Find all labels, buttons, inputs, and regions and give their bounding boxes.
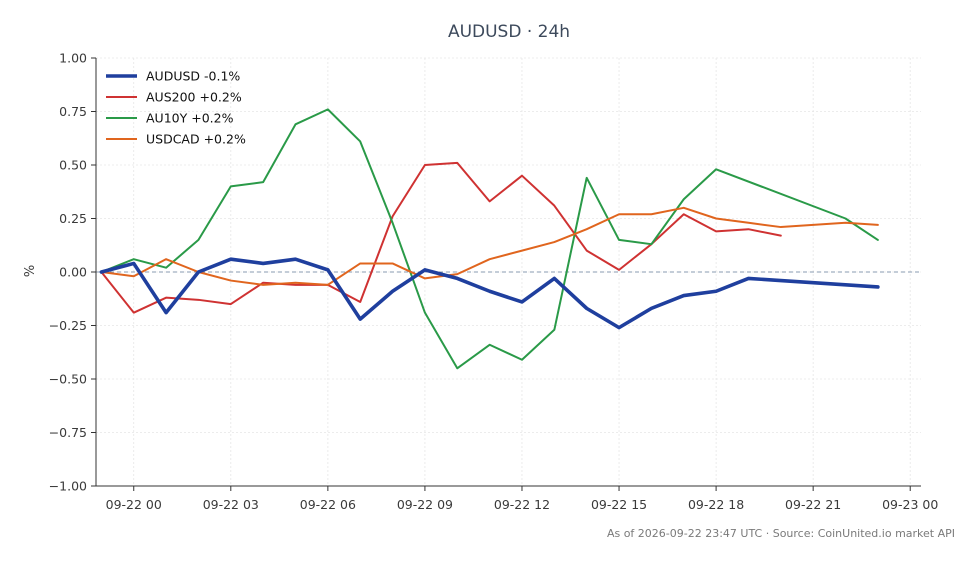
x-tick-label: 09-23 00 [882, 497, 938, 512]
y-tick-label: −0.25 [49, 318, 87, 333]
x-tick-label: 09-22 21 [785, 497, 841, 512]
y-axis-label: % [23, 265, 38, 277]
y-tick-label: 1.00 [59, 51, 87, 66]
legend: AUDUSD -0.1% AUS200 +0.2% AU10Y +0.2% USDCA… [106, 69, 246, 147]
x-tick-label: 09-22 09 [397, 497, 453, 512]
y-tick-label: 0.00 [59, 265, 87, 280]
legend-label: AU10Y +0.2% [146, 111, 234, 126]
x-tick-label: 09-22 12 [494, 497, 550, 512]
x-tick-label: 09-22 15 [591, 497, 647, 512]
series-lines [99, 108, 880, 370]
y-tick-label: 0.75 [59, 104, 87, 119]
y-tick-label: −1.00 [49, 479, 87, 494]
series-line-0 [99, 257, 880, 330]
legend-label: USDCAD +0.2% [146, 132, 246, 147]
y-axis-ticks: 1.00 0.75 0.50 0.25 0.00 −0.25 −0.50 −0.75 −1.00 [49, 51, 96, 494]
series-line-2 [100, 108, 879, 370]
source-footnote: As of 2026-09-22 23:47 UTC · Source: Coi… [607, 527, 955, 540]
y-tick-label: −0.75 [49, 425, 87, 440]
series-line-1 [100, 161, 782, 314]
y-tick-label: −0.50 [49, 372, 87, 387]
series-line-3 [100, 206, 879, 286]
x-tick-label: 09-22 06 [300, 497, 356, 512]
x-tick-label: 09-22 18 [688, 497, 744, 512]
x-tick-label: 09-22 00 [106, 497, 162, 512]
y-tick-label: 0.50 [59, 158, 87, 173]
x-axis-ticks: 09-22 00 09-22 03 09-22 06 09-22 09 09-22 12… [106, 486, 938, 512]
legend-label: AUS200 +0.2% [146, 90, 242, 105]
chart-title: AUDUSD · 24h [448, 22, 570, 42]
y-tick-label: 0.25 [59, 211, 87, 226]
x-tick-label: 09-22 03 [203, 497, 259, 512]
legend-label: AUDUSD -0.1% [146, 69, 240, 84]
